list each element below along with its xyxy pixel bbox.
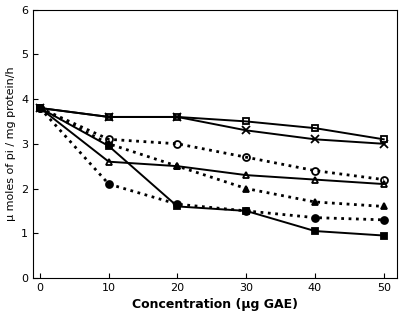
Y-axis label: μ moles of pi / mg protein/h: μ moles of pi / mg protein/h <box>6 67 16 221</box>
X-axis label: Concentration (μg GAE): Concentration (μg GAE) <box>132 298 298 311</box>
